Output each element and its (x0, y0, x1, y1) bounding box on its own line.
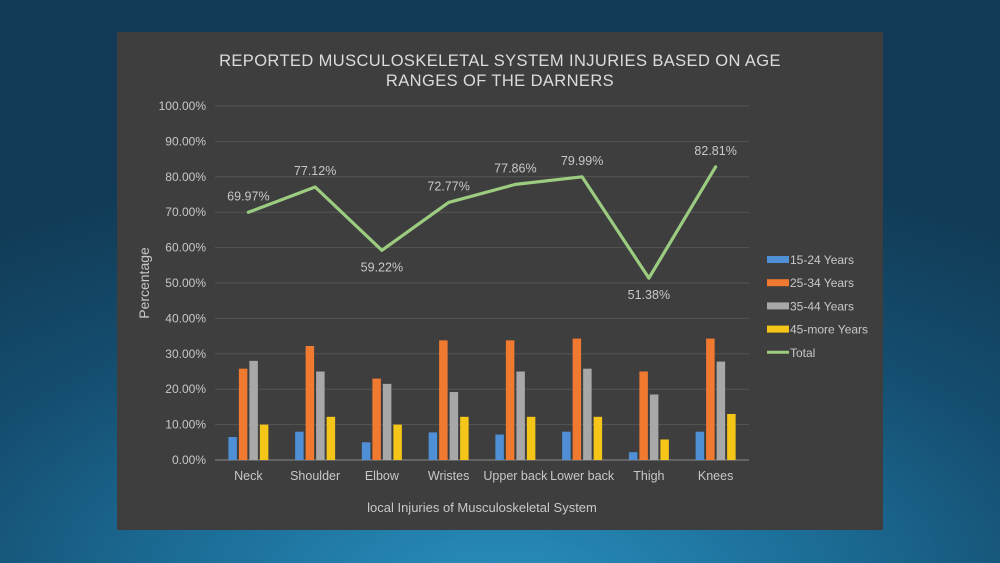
bar (295, 431, 304, 460)
bar (316, 371, 325, 460)
bar (228, 436, 237, 460)
legend-swatch (767, 325, 789, 333)
bar (495, 434, 504, 460)
total-line (246, 165, 718, 280)
bar (583, 368, 592, 460)
bar (505, 340, 515, 460)
bar (706, 338, 715, 460)
legend-swatch (767, 302, 789, 310)
legend-swatch (767, 256, 789, 263)
x-tick-label: Wristes (428, 469, 469, 483)
legend-label: 15-24 Years (790, 253, 854, 267)
x-tick-label: Upper back (483, 469, 548, 483)
bar (372, 378, 381, 460)
chart-panel: REPORTED MUSCULOSKELETAL SYSTEM INJURIES… (117, 32, 883, 530)
data-label: 72.77% (427, 179, 469, 193)
bar (249, 360, 258, 460)
y-tick-label: 80.00% (165, 170, 206, 184)
x-tick-label: Knees (698, 469, 733, 483)
bar (628, 452, 638, 460)
legend-label: 45-more Years (790, 323, 868, 337)
x-tick-label: Neck (234, 469, 263, 483)
bar (695, 431, 705, 460)
y-tick-label: 90.00% (165, 134, 206, 148)
bar (660, 439, 669, 460)
data-label: 77.12% (294, 164, 336, 178)
bar (393, 424, 402, 460)
bar (639, 371, 648, 460)
bar (727, 413, 736, 460)
bar (326, 416, 336, 460)
bar (449, 392, 459, 460)
y-tick-label: 10.00% (165, 418, 206, 432)
chart-title-line-1: REPORTED MUSCULOSKELETAL SYSTEM INJURIES… (219, 52, 781, 70)
bar (562, 431, 571, 460)
bar (238, 368, 248, 460)
y-axis-title: Percentage (136, 247, 152, 319)
data-label: 69.97% (227, 189, 269, 203)
y-tick-label: 70.00% (165, 205, 206, 219)
legend-label: 35-44 Years (790, 299, 854, 313)
bar (526, 416, 536, 460)
x-tick-label: Elbow (365, 469, 400, 483)
bar (428, 432, 438, 460)
x-tick-label: Lower back (550, 469, 615, 483)
bar (716, 361, 726, 460)
legend-label: Total (790, 346, 815, 360)
bar (460, 416, 469, 460)
legend-label: 25-34 Years (790, 276, 854, 290)
y-tick-label: 30.00% (165, 347, 206, 361)
bar (593, 416, 603, 460)
bar (572, 338, 582, 460)
legend-swatch (767, 279, 789, 287)
bar (439, 340, 448, 460)
bar (382, 383, 392, 460)
data-label: 51.38% (628, 288, 670, 302)
data-label: 77.86% (494, 161, 536, 175)
y-tick-label: 50.00% (165, 276, 206, 290)
y-tick-label: 0.00% (172, 453, 206, 467)
y-tick-label: 40.00% (165, 311, 206, 325)
x-axis-title: local Injuries of Musculoskeletal System (367, 500, 597, 515)
x-tick-label: Thigh (633, 469, 664, 483)
y-tick-label: 100.00% (159, 99, 207, 113)
chart-title-line-2: RANGES OF THE DARNERS (385, 72, 615, 90)
bar (649, 394, 659, 460)
bar (516, 371, 525, 460)
bar (259, 424, 269, 460)
bar (361, 442, 371, 460)
data-label: 79.99% (561, 154, 603, 168)
bar (305, 346, 315, 460)
chart-plot: 0.00% 10.00% 20.00% 30.00% 40.00% 50.00% 60.00… (136, 99, 868, 515)
x-tick-label: Shoulder (290, 469, 340, 483)
y-tick-label: 20.00% (165, 382, 206, 396)
data-label: 59.22% (361, 260, 403, 274)
data-label: 82.81% (694, 144, 736, 158)
y-tick-label: 60.00% (165, 241, 206, 255)
